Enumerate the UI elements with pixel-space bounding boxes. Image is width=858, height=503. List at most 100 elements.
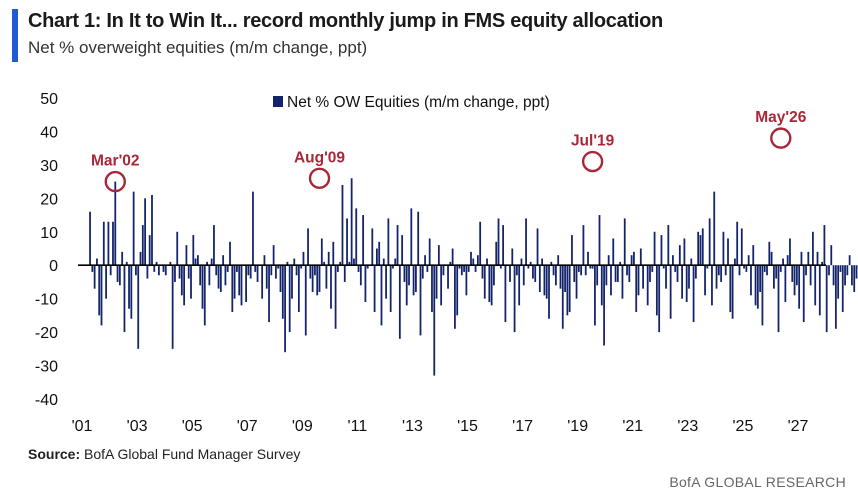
bar [449, 261, 452, 266]
bar [307, 228, 309, 266]
bar [261, 265, 264, 299]
bar [660, 235, 663, 266]
bar [350, 178, 353, 266]
bar [600, 265, 603, 306]
bar [479, 221, 482, 266]
bar [219, 265, 222, 292]
bar [509, 265, 511, 282]
bar [279, 265, 282, 292]
bar [96, 258, 98, 266]
bar [118, 265, 121, 286]
bar [433, 265, 436, 376]
bar [786, 255, 789, 266]
bar [823, 225, 826, 266]
bar [568, 265, 571, 313]
bar [610, 265, 612, 296]
bar [736, 221, 739, 266]
y-tick-label: 40 [40, 124, 58, 141]
bar [123, 265, 126, 333]
bar [435, 265, 438, 299]
bar [493, 265, 495, 286]
bar [426, 265, 429, 272]
y-tick-label: 30 [40, 158, 58, 175]
bar [635, 265, 638, 313]
bar [848, 255, 851, 266]
bar [343, 265, 346, 282]
bar [454, 265, 456, 329]
bar [146, 265, 149, 279]
bar [717, 265, 720, 276]
bar [559, 265, 562, 289]
bar [93, 265, 96, 289]
chart-title: Chart 1: In It to Win It... record month… [28, 10, 663, 32]
bar [389, 265, 392, 313]
x-tick-label: '11 [348, 418, 368, 435]
bar [236, 265, 238, 272]
bar [291, 265, 293, 299]
bar [761, 265, 764, 326]
x-tick-label: '03 [127, 418, 148, 435]
bar [293, 258, 296, 266]
bar [639, 248, 642, 266]
bar [545, 265, 548, 299]
bar [690, 258, 693, 266]
bar [275, 265, 277, 279]
bar [667, 225, 670, 266]
bar [187, 265, 190, 279]
bar [132, 191, 135, 266]
bar [789, 238, 791, 266]
bar [497, 218, 500, 266]
bar [151, 194, 153, 266]
bar [855, 265, 858, 279]
bar [263, 255, 266, 266]
source-label: Source: [28, 446, 81, 462]
bar [178, 265, 181, 279]
bar [699, 235, 702, 266]
bar [396, 225, 399, 266]
bar [662, 265, 665, 269]
x-tick-label: '19 [567, 418, 588, 435]
bar [573, 265, 576, 282]
bar [720, 265, 723, 282]
bar [591, 265, 594, 269]
bar [603, 265, 605, 346]
bar [224, 265, 227, 286]
bar [642, 265, 644, 289]
bar [515, 265, 518, 276]
bar [208, 265, 211, 286]
bar [538, 265, 541, 292]
bar [784, 265, 787, 303]
bar [359, 265, 362, 286]
bar [844, 265, 846, 286]
bar [637, 265, 640, 296]
bar [756, 265, 759, 309]
bar [754, 265, 757, 306]
bar [458, 265, 461, 269]
bar [619, 261, 622, 266]
bar [102, 221, 105, 266]
bar [451, 248, 454, 266]
bar [759, 265, 762, 292]
bar [834, 265, 837, 329]
bar [415, 265, 417, 292]
bar [169, 261, 172, 266]
bar [812, 231, 814, 266]
bar [550, 261, 553, 266]
bar [408, 265, 410, 286]
bar [802, 265, 805, 323]
bar [460, 265, 463, 276]
bar [688, 265, 690, 289]
bar [557, 255, 560, 266]
bar [694, 265, 697, 279]
bar [564, 265, 566, 292]
bar [277, 265, 280, 269]
bar [327, 251, 330, 266]
x-tick-label: '07 [237, 418, 258, 435]
bar [511, 248, 514, 266]
bar [403, 265, 406, 282]
bar [795, 265, 798, 286]
bar [676, 265, 679, 282]
bar [185, 245, 188, 266]
bar [300, 265, 303, 269]
